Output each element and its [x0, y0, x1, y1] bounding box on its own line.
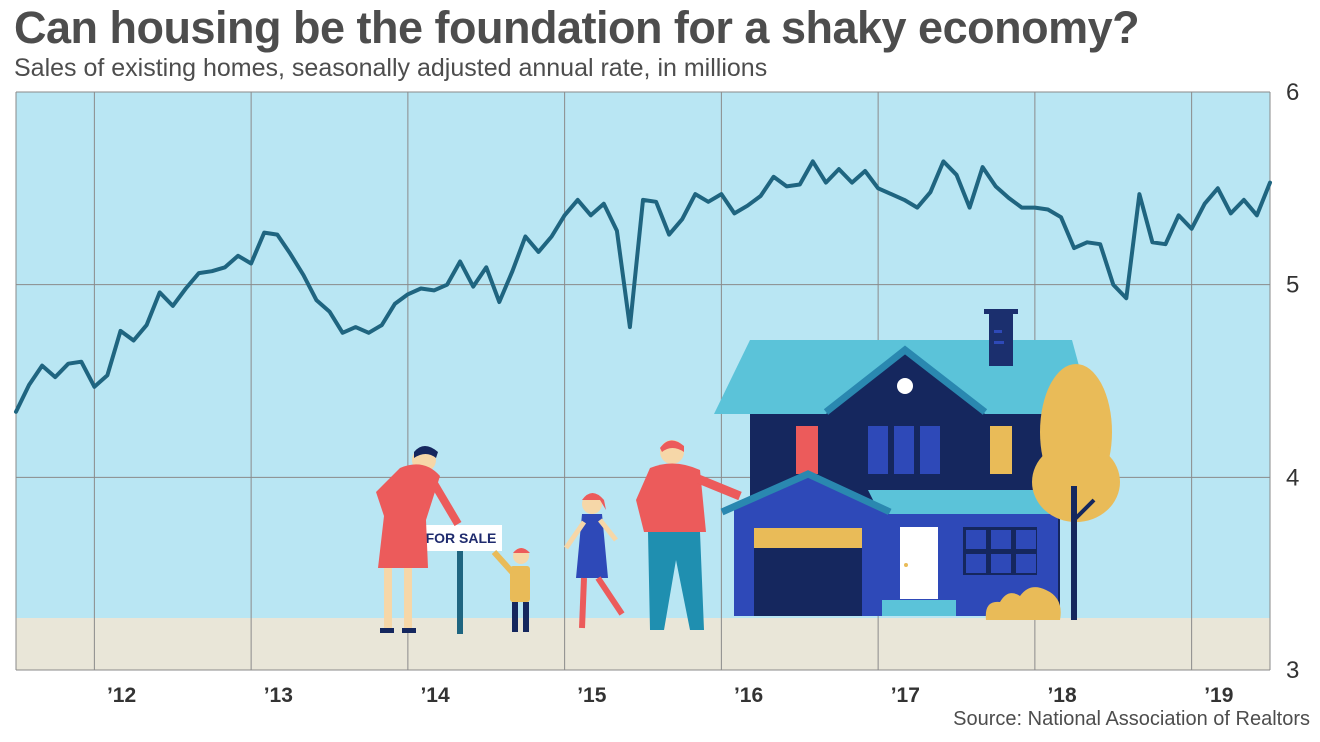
for-sale-sign	[420, 525, 502, 551]
man-arm	[694, 473, 742, 501]
chimney-cap	[984, 309, 1018, 314]
child-leg	[512, 602, 518, 632]
sign-post	[457, 540, 463, 634]
series-line	[14, 159, 1272, 414]
x-tick-label: ’15	[577, 684, 607, 707]
gable-trim	[823, 345, 988, 415]
child-arm	[491, 549, 515, 575]
front-door	[900, 527, 938, 599]
woman-hair	[414, 446, 438, 458]
woman-shoe	[402, 628, 416, 633]
x-tick-label: ’17	[891, 684, 920, 707]
window-lower-panes	[966, 530, 1036, 573]
x-tick-label: ’14	[420, 684, 450, 707]
x-tick-label: ’13	[264, 684, 293, 707]
x-tick-label: ’19	[1204, 684, 1233, 707]
x-tick-label: ’16	[734, 684, 763, 707]
chimney-brick	[994, 330, 1002, 333]
man-pants	[648, 532, 704, 630]
girl-leg	[579, 577, 587, 629]
family-house-illustration: FOR SALE	[376, 309, 1120, 634]
woman-dress	[376, 464, 440, 568]
man-hair	[660, 440, 684, 452]
chimney	[989, 313, 1013, 366]
woman-shoe	[380, 628, 394, 633]
window-red	[796, 426, 818, 474]
front-step	[882, 600, 956, 616]
garage-trim	[720, 470, 892, 516]
ground-strip	[16, 618, 1270, 670]
girl-leg	[595, 576, 625, 616]
chart-title: Can housing be the foundation for a shak…	[14, 2, 1140, 53]
y-tick-label: 4	[1286, 464, 1299, 491]
window-yellow	[990, 426, 1012, 474]
child-body	[510, 566, 530, 602]
woman-leg	[384, 568, 392, 628]
woman-leg	[404, 568, 412, 628]
child-hair	[513, 548, 530, 553]
tree-branch	[1072, 498, 1096, 522]
girl-hair	[582, 493, 606, 510]
man-jacket	[636, 463, 706, 532]
y-axis-ticks: 6 5 4 3	[1286, 79, 1299, 684]
window-upper	[868, 426, 888, 474]
girl-arm	[563, 520, 587, 550]
y-tick-label: 3	[1286, 657, 1299, 684]
source-note: Source: National Association of Realtors	[953, 708, 1310, 730]
window-upper	[920, 426, 940, 474]
bush	[985, 587, 1061, 620]
tree-crown-lower	[1032, 442, 1120, 522]
window-upper	[894, 426, 914, 474]
tree-trunk	[1071, 486, 1077, 620]
x-axis-ticks: ’12 ’13 ’14 ’15 ’16 ’17 ’18 ’19	[107, 684, 1233, 707]
y-tick-label: 5	[1286, 272, 1299, 299]
attic-window	[897, 378, 913, 394]
porch-roof	[868, 490, 1050, 514]
x-tick-label: ’18	[1047, 684, 1077, 707]
for-sale-sign-text: FOR SALE	[426, 530, 497, 546]
woman-arm	[428, 477, 462, 527]
girl-arm	[598, 518, 618, 542]
child-leg	[523, 602, 529, 632]
garage-sign	[754, 528, 862, 548]
door-knob	[904, 563, 908, 567]
gridlines	[15, 91, 1271, 671]
chart-subtitle: Sales of existing homes, seasonally adju…	[14, 54, 768, 82]
x-tick-label: ’12	[107, 684, 136, 707]
girl-dress	[576, 514, 608, 578]
chimney-brick	[994, 341, 1004, 344]
y-tick-label: 6	[1286, 79, 1299, 106]
